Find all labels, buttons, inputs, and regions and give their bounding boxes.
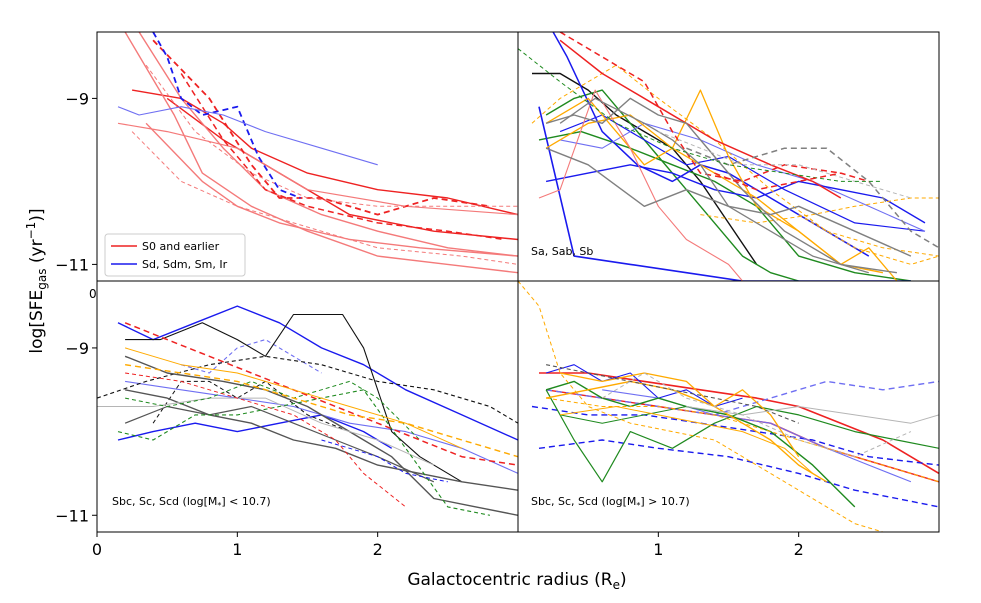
panel-bottom-right-lines [518,281,939,532]
series-line-bottom-right-17 [686,406,939,424]
x-tick-label: 1 [653,540,663,559]
frames-layer [96,31,940,533]
panel-frame-bottom-right [517,280,940,533]
y-tick-label: −9 [65,339,89,358]
x-axis-label: Galactocentric radius (Re) [407,570,626,592]
panel-top-left-lines [117,32,518,274]
series-line-top-left-3 [145,122,518,257]
series-line-top-right-15 [538,89,743,281]
series-line-bottom-left-2 [181,339,322,374]
series-line-bottom-left-1 [117,414,393,449]
series-line-top-right-18 [559,97,869,274]
series-line-top-left-7 [180,73,505,241]
series-line-top-left-10 [152,32,301,199]
y-tick-label: −11 [55,506,89,525]
series-line-top-right-20 [658,131,912,199]
series-line-top-right-14 [559,39,842,199]
series-line-top-right-4 [538,106,911,281]
series-line-bottom-right-4 [545,380,939,416]
series-line-bottom-right-9 [560,406,771,433]
series-line-top-right-0 [532,72,758,265]
series-line-bottom-left-4 [125,313,463,483]
panel-bottom-left-annotation: Sbc, Sc, Scd (log[M*] < 10.7) [112,495,271,510]
x-tick-label: 0 [92,540,102,559]
series-line-bottom-right-13 [518,281,884,532]
series-line-top-right-9 [545,114,898,281]
series-line-bottom-right-2 [531,405,939,466]
series-line-top-right-22 [714,172,870,191]
plots-layer [97,32,939,532]
series-line-top-left-5 [117,122,518,216]
stray-tick-label: 0 [89,287,97,301]
series-line-bottom-right-3 [538,439,939,508]
series-line-bottom-left-5 [97,355,518,424]
panel-top-right-annotation: Sa, Sab, Sb [531,245,593,258]
legend: S0 and earlier Sd, Sdm, Sm, Ir [104,233,246,277]
series-line-bottom-left-13 [124,322,518,466]
series-line-top-right-19 [686,147,939,249]
series-line-top-right-6 [559,122,926,232]
series-line-top-right-16 [545,97,898,274]
series-line-bottom-right-14 [546,397,939,483]
series-line-top-left-9 [145,64,518,207]
series-line-bottom-left-0 [117,305,518,441]
panel-top-right-lines [518,32,939,281]
legend-label-s0: S0 and earlier [142,240,220,253]
legend-label-sd: Sd, Sdm, Sm, Ir [142,258,228,271]
series-line-bottom-left-9 [124,405,435,483]
x-tick-label: 2 [794,540,804,559]
series-line-top-right-11 [700,197,939,224]
y-tick-label: −9 [65,89,89,108]
x-tick-label: 2 [373,540,383,559]
series-line-top-left-8 [131,131,518,265]
series-line-top-left-2 [138,32,518,257]
panel-annotation-text: Sa, Sab, Sb [531,245,593,258]
series-line-top-right-3 [552,32,870,257]
series-line-bottom-left-10 [97,397,435,466]
series-line-bottom-left-16 [124,347,463,449]
series-line-top-right-12 [798,214,939,265]
series-line-bottom-left-8 [124,355,518,516]
series-line-top-left-11 [117,106,378,166]
x-tick-label: 1 [232,540,242,559]
series-line-top-left-1 [166,97,518,241]
series-line-top-right-21 [518,48,883,182]
legend-box [104,233,246,277]
series-line-bottom-left-17 [321,439,448,483]
series-line-bottom-right-15 [545,364,799,424]
y-tick-label: −11 [55,255,89,274]
series-line-bottom-left-7 [124,389,518,491]
series-line-top-left-0 [131,89,518,216]
panel-bottom-right-annotation: Sbc, Sc, Scd (log[M*] > 10.7) [531,495,690,510]
series-line-bottom-left-15 [124,364,518,458]
panel-bottom-left-lines [97,305,518,516]
series-line-bottom-right-8 [545,389,939,483]
series-line-top-right-2 [538,130,912,281]
series-line-top-right-7 [545,164,926,224]
series-line-bottom-right-5 [545,364,743,408]
y-axis-label: log[SFEgas (yr−1)] [24,208,49,353]
series-line-bottom-left-14 [125,372,407,508]
ticks-layer: −9−11−9−110 1 2 1 2 [55,89,804,559]
